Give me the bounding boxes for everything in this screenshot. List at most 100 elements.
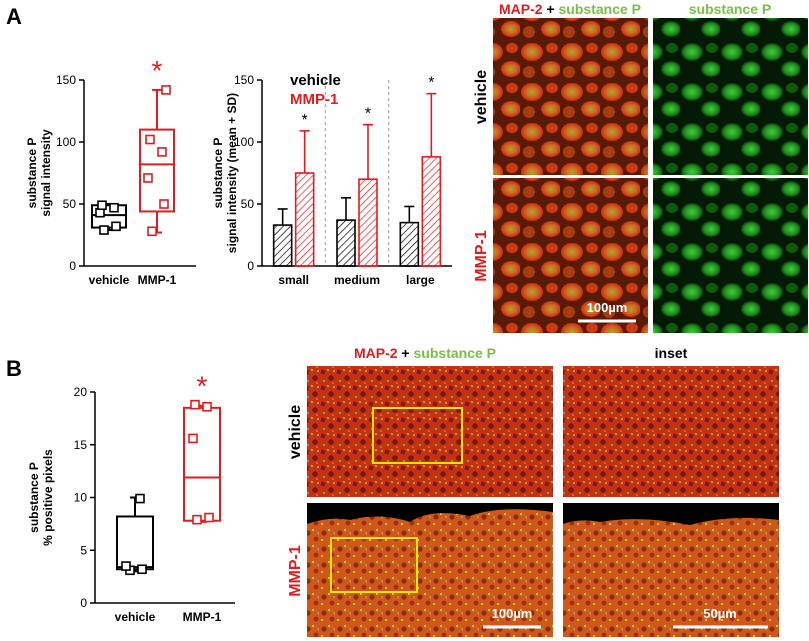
micrograph-grid-b: MAP-2 + substance P inset vehicle MMP-1 … [287,345,779,637]
row-label-a-mmp1: MMP-1 [473,230,490,282]
b-box-y-label-line: substance P [27,462,41,533]
a-box-y-tick-label: 50 [63,197,77,211]
scalebar-b-inset-label: 50µm [703,606,737,621]
micrograph-b-mmp1-dark-edge [307,503,553,524]
b-box-mmp1-point [190,399,200,410]
a-box-significance-star: * [152,55,163,86]
row-label-b-mmp1: MMP-1 [287,545,304,597]
header-b-substance-p-label: substance P [414,345,496,361]
micrograph-b-vehicle-merge [307,366,553,497]
a-bar-y-label: substance Psignal intensity (mean + SD) [211,93,239,253]
micrograph-b-mmp1-inset-dark-edge [563,503,779,525]
b-box-vehicle-point [121,561,131,571]
b-box-vehicle-point [135,493,145,504]
b-box-vehicle-category-label: vehicle [115,610,156,624]
a-box-mmp1-point [161,85,171,95]
a-box-vehicle-point [97,200,107,211]
a-bar-significance-star: * [428,75,434,92]
header-b-map2-label: MAP-2 [354,345,398,361]
a-box-y-tick-label: 150 [56,73,76,87]
a-bar-large-mmp1-bar [421,156,442,267]
a-box-mmp1-box [139,128,175,213]
micrograph-a-vehicle-substance-p [653,18,808,175]
inset-box-mmp1 [330,537,418,593]
a-box-mmp1-point [159,199,169,209]
a-bar-y-label-line: substance P [211,138,225,209]
b-box-y-tick-label: 0 [80,596,87,610]
header-b-plus: + [398,345,414,361]
a-bar-category-label-large: large [406,273,435,287]
a-box-y-label-line: signal intensity [39,129,53,217]
a-bar-category-label-small: small [278,273,309,287]
a-bar-y-tick-label: 150 [234,73,254,87]
b-box-mmp1-category-label: MMP-1 [183,610,222,624]
a-bar-y-label-line: signal intensity (mean + SD) [225,93,239,253]
b-box-mmp1-point [188,433,198,444]
a-box-y-tick-label: 0 [69,259,76,273]
panel-label-b: B [6,356,22,381]
a-box-y-label: substance Psignal intensity [25,129,53,217]
a-box-vehicle-point [99,225,109,235]
b-box-mmp1-box [183,406,221,522]
header-a-single: substance P [689,1,771,17]
b-box-y-label-line: % positive pixels [41,449,55,546]
micrograph-b-mmp1-merge [307,503,553,637]
a-bar-y-tick-label: 50 [241,197,255,211]
scalebar-b-main-label: 100µm [492,606,533,621]
b-box-y-tick-label: 10 [74,491,88,505]
a-box-vehicle-point [111,221,121,232]
b-box-y-tick-label: 5 [80,543,87,557]
a-bar-medium-vehicle-bar [336,219,356,267]
b-box-y-label: substance P% positive pixels [27,449,55,546]
a-bar-medium-mmp1-bar [358,178,378,267]
micrograph-grid-a: MAP-2 + substance P substance P vehicle … [473,1,808,333]
a-box-vehicle-box [91,204,127,229]
a-bar-significance-star: * [302,112,308,129]
a-bar-significance-star: * [365,106,371,123]
header-b-merge: MAP-2 + substance P [354,345,496,361]
a-box-y-label-line: substance P [25,138,39,209]
a-bar-large-vehicle-bar [399,221,420,267]
micrograph-b-vehicle-inset [563,366,779,497]
inset-box-vehicle [372,407,463,464]
header-a-merge: MAP-2 + substance P [499,1,641,17]
a-bar-legend-vehicle: vehicle [290,72,341,89]
panel-label-a: A [6,4,22,29]
a-box-mmp1-point [145,134,155,145]
a-bar-y-tick-label: 100 [234,135,254,149]
micrograph-a-mmp1-substance-p [653,178,808,333]
header-a-plus: + [543,1,559,17]
a-box-mmp1-point [143,173,153,183]
micrograph-a-vehicle-merge [493,18,648,175]
micrograph-b-mmp1-inset [563,503,779,637]
header-a-map2-label: MAP-2 [499,1,543,17]
b-box-y-tick-label: 20 [74,385,88,399]
header-a-substance-p-label: substance P [559,1,641,17]
a-bar-small-mmp1-bar [294,172,315,267]
b-box-mmp1-point [204,512,214,523]
b-box-mmp1-point [192,514,202,525]
micrograph-a-mmp1-merge [493,178,648,333]
a-box-vehicle-category-label: vehicle [89,273,130,287]
a-bar-category-label-medium: medium [334,273,380,287]
a-box-mmp1-category-label: MMP-1 [138,273,177,287]
chart-a-bar: 0 50 100 150 substance Psignal intensity (me… [211,72,452,287]
a-box-vehicle-point [109,202,119,213]
b-box-significance-star: * [197,371,208,402]
b-box-vehicle-point [137,564,147,575]
a-box-mmp1-point [147,226,157,237]
chart-b-box: 0 5 10 15 20 substance P% positive pixels vehi… [27,371,235,624]
b-box-vehicle-box [116,515,154,571]
header-b-inset: inset [655,345,688,361]
a-box-y-tick-label: 100 [56,135,76,149]
a-bar-y-tick-label: 0 [247,259,254,273]
a-box-mmp1-point [157,147,167,157]
scalebar-a-label: 100µm [587,300,628,315]
row-label-b-vehicle: vehicle [287,405,304,459]
b-box-mmp1-point [202,401,212,412]
chart-a-box: 0 50 100 150 substance Psignal intensity vehi… [25,55,196,287]
a-bar-legend-mmp1: MMP-1 [290,91,338,108]
b-box-y-tick-label: 15 [74,438,88,452]
row-label-a-vehicle: vehicle [473,70,490,124]
